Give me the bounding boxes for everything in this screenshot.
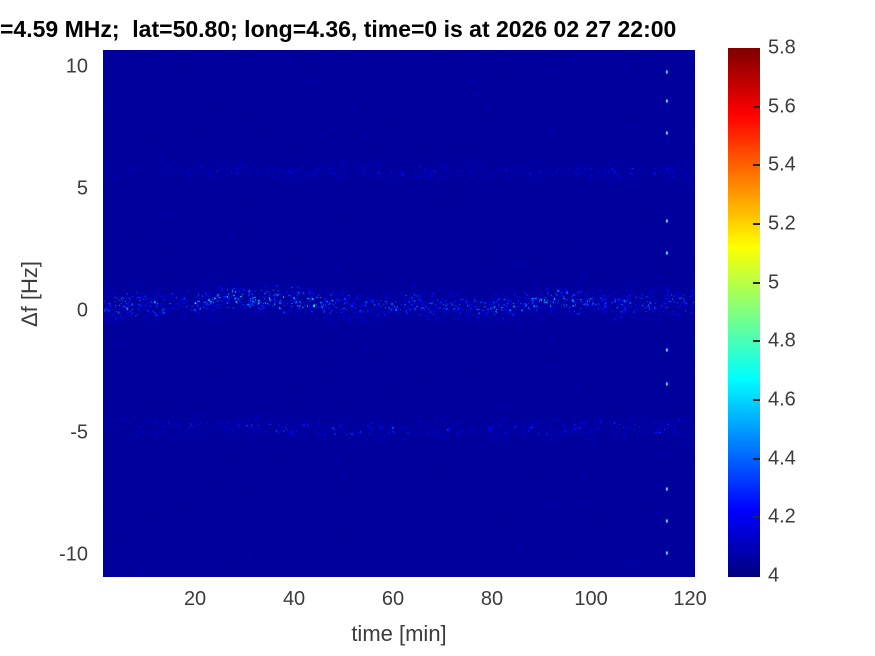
x-tick-label: 20	[183, 588, 207, 610]
colorbar-tick-label: 4.2	[768, 505, 796, 528]
x-tick-label: 100	[574, 588, 608, 610]
colorbar-tick-mark	[753, 457, 760, 460]
colorbar-tick-label: 4.8	[768, 329, 796, 352]
x-tick-label: 120	[673, 588, 707, 610]
x-tick-label: 40	[282, 588, 306, 610]
colorbar-tick-label: 4	[768, 564, 780, 587]
x-tick-label: 60	[381, 588, 405, 610]
colorbar-tick-label: 5	[768, 271, 780, 294]
spectrogram-plot	[103, 50, 695, 577]
y-tick-label: -5	[70, 421, 88, 444]
chart-title: =4.59 MHz; lat=50.80; long=4.36, time=0 …	[0, 16, 677, 42]
colorbar-tick-label: 5.6	[768, 95, 796, 118]
colorbar-tick-mark	[753, 340, 760, 343]
y-tick-label: 5	[76, 177, 88, 200]
colorbar-tick-label: 4.6	[768, 388, 796, 411]
colorbar-tick-mark	[753, 516, 760, 519]
colorbar-tick-label: 5.4	[768, 153, 796, 176]
colorbar-tick-mark	[753, 399, 760, 401]
y-tick-label: 10	[65, 55, 88, 78]
colorbar	[728, 48, 760, 577]
colorbar-tick-mark	[753, 281, 760, 284]
colorbar-tick-label: 5.2	[768, 212, 796, 235]
y-tick-label: 0	[76, 299, 88, 322]
colorbar-tick-label: 5.8	[768, 36, 796, 59]
colorbar-tick-mark	[753, 223, 760, 225]
x-axis-label: time [min]	[351, 621, 447, 646]
x-tick-label: 80	[480, 588, 504, 610]
colorbar-tick-label: 4.4	[768, 447, 796, 470]
y-tick-label: -10	[59, 543, 88, 566]
colorbar-tick-mark	[753, 105, 760, 108]
colorbar-tick-mark	[753, 164, 760, 167]
